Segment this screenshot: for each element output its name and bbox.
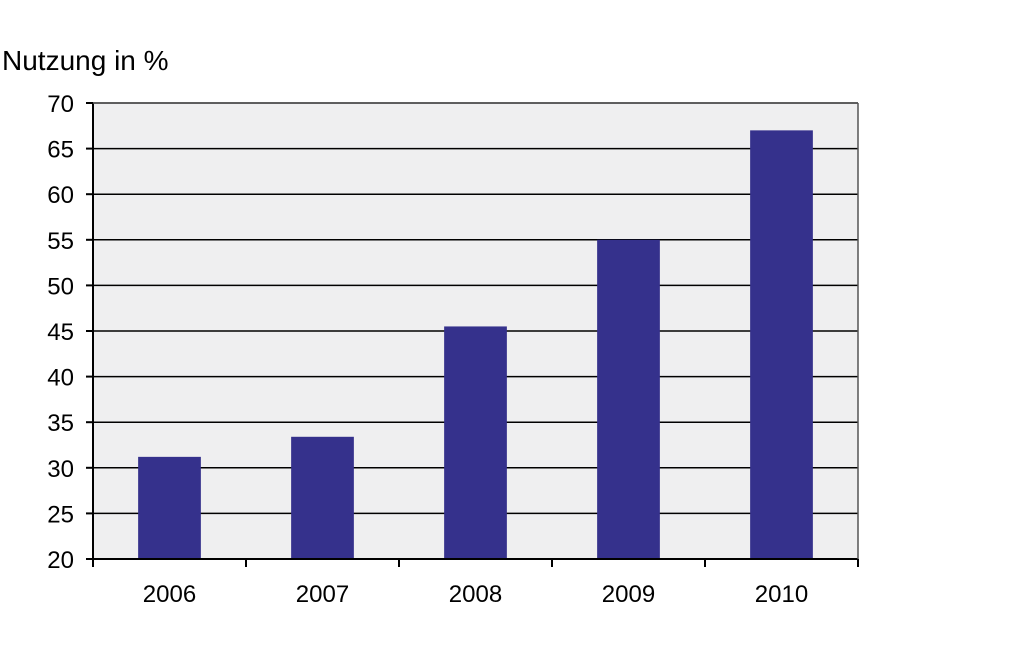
y-tick-label: 55 [47,228,74,255]
y-axis-label: Nutzung in % [2,45,169,76]
x-tick-label: 2006 [143,581,196,608]
y-tick-label: 70 [47,91,74,118]
x-tick-label: 2008 [449,581,502,608]
y-tick-label: 60 [47,182,74,209]
y-tick-label: 45 [47,319,74,346]
axes [86,102,859,567]
x-tick-label: 2007 [296,581,349,608]
y-tick-labels: 20 25 30 35 40 45 50 55 60 65 70 [47,91,74,574]
y-tick-label: 25 [47,501,74,528]
bars [138,130,813,560]
bar-2006 [138,456,201,559]
y-tick-label: 35 [47,410,74,437]
bar-2010 [750,130,813,560]
y-tick-label: 40 [47,365,74,392]
bar-2007 [291,436,354,559]
y-tick-label: 20 [47,547,74,574]
y-tick-label: 30 [47,456,74,483]
bar-2008 [444,326,507,559]
x-tick-label: 2009 [602,581,655,608]
x-tick-labels: 2006 2007 2008 2009 2010 [143,581,808,608]
y-tick-label: 65 [47,137,74,164]
bar-2009 [597,239,660,560]
y-tick-label: 50 [47,273,74,300]
x-tick-label: 2010 [755,581,808,608]
